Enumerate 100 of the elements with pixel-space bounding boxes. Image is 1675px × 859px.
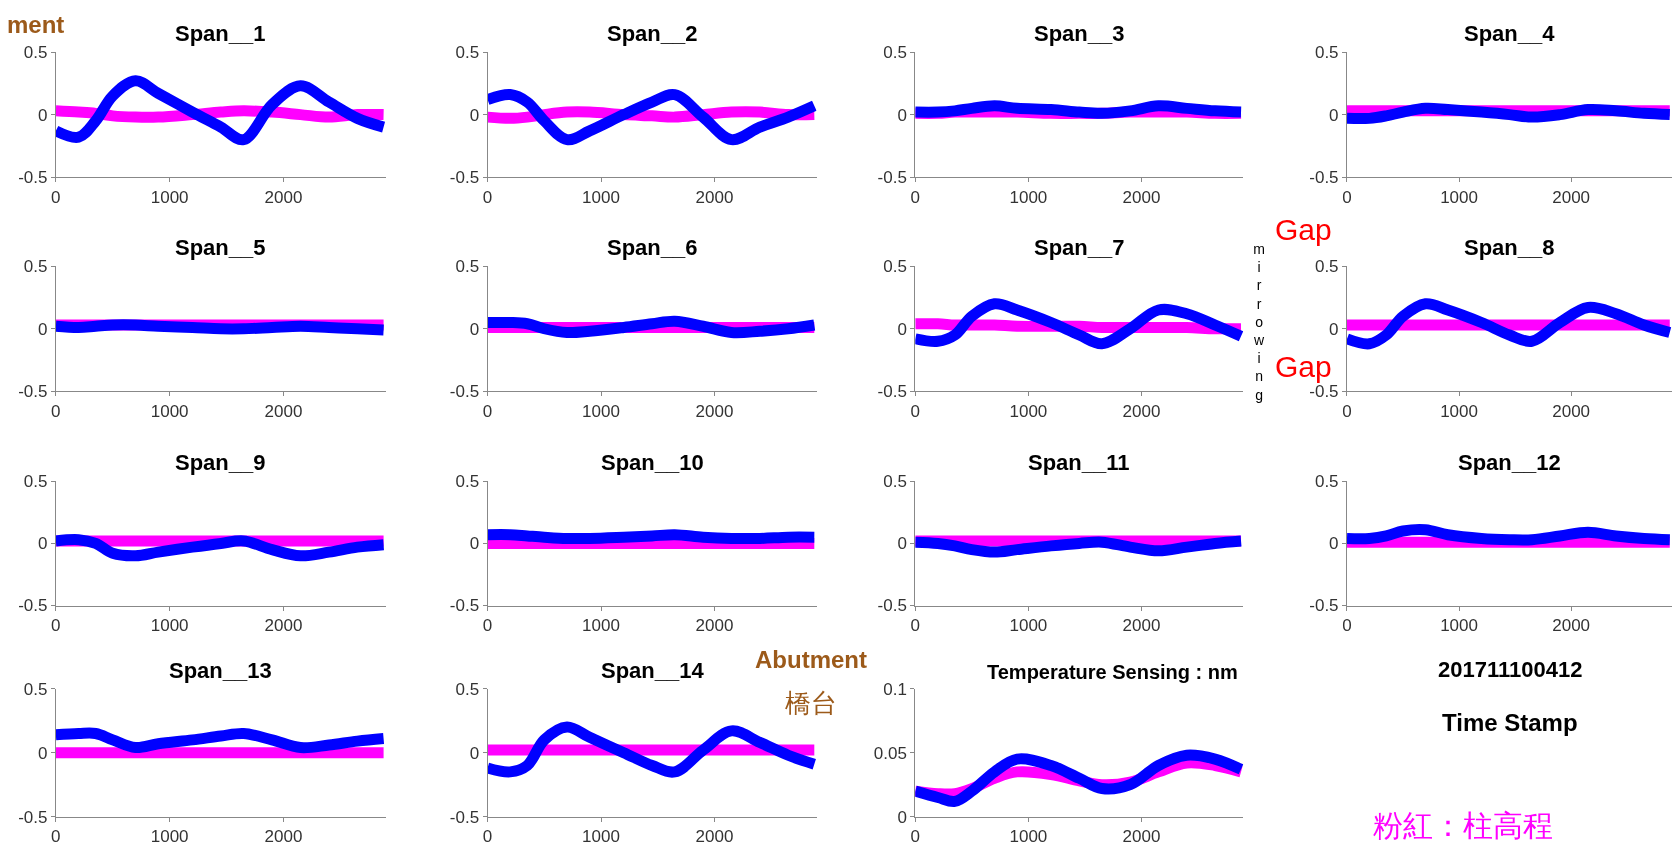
- y-tick-label: -0.5: [18, 382, 48, 402]
- text: mirrowing: [1253, 241, 1265, 403]
- x-tick-label: 1000: [150, 827, 189, 847]
- y-tick-label: 0: [469, 105, 480, 125]
- x-tick-label: 1000: [582, 827, 620, 847]
- y-tick-label: 0: [469, 534, 480, 554]
- chart-title: Span__13: [169, 658, 272, 683]
- y-tick-label: 0: [897, 534, 907, 554]
- text: Gap: [1275, 213, 1332, 246]
- x-tick-label: 1000: [150, 187, 189, 207]
- x-tick-label: 2000: [1122, 401, 1161, 421]
- annotation: 橋台: [785, 688, 837, 718]
- y-tick-label: 0.5: [883, 42, 907, 62]
- y-tick-label: 0: [1329, 319, 1339, 339]
- chart-title: Temperature Sensing : nm: [987, 661, 1238, 683]
- x-tick-label: 1000: [1440, 187, 1478, 207]
- x-tick-label: 0: [1342, 401, 1352, 421]
- y-tick-label: 0.5: [1314, 257, 1339, 277]
- x-tick-label: 2000: [264, 827, 303, 847]
- y-tick-label: -0.5: [18, 168, 48, 188]
- x-tick-label: 2000: [264, 615, 303, 635]
- y-tick-label: 0.5: [455, 257, 480, 277]
- x-tick-label: 0: [910, 401, 921, 421]
- x-tick-label: 0: [51, 401, 61, 421]
- text: Abutment: [755, 646, 867, 673]
- x-tick-label: 1000: [582, 401, 620, 421]
- y-tick-label: 0: [37, 534, 48, 554]
- y-tick-label: 0: [897, 319, 907, 339]
- x-tick-label: 2000: [695, 615, 734, 635]
- text: Time Stamp: [1442, 709, 1578, 736]
- x-tick-label: 2000: [1122, 187, 1161, 207]
- text: Gap: [1275, 350, 1332, 383]
- y-tick-label: -0.5: [1309, 382, 1339, 402]
- y-tick-label: -0.5: [877, 596, 907, 616]
- chart-title: Span__7: [1034, 235, 1125, 260]
- y-tick-label: 0: [897, 807, 907, 827]
- x-tick-label: 1000: [1009, 401, 1048, 421]
- x-tick-label: 0: [482, 187, 493, 207]
- y-tick-label: 0: [37, 743, 48, 763]
- x-tick-label: 0: [482, 615, 493, 635]
- y-tick-label: 0: [897, 105, 907, 125]
- x-tick-label: 0: [910, 827, 921, 847]
- chart-title: Span__8: [1464, 235, 1555, 260]
- x-tick-label: 2000: [695, 401, 734, 421]
- y-tick-label: -0.5: [449, 382, 480, 402]
- y-tick-label: -0.5: [449, 807, 480, 827]
- text: 201711100412: [1438, 657, 1583, 682]
- x-tick-label: 1000: [150, 401, 189, 421]
- y-tick-label: 0.5: [23, 472, 48, 492]
- x-tick-label: 1000: [150, 615, 189, 635]
- chart-title: Span__9: [175, 450, 266, 475]
- y-tick-label: 0.5: [455, 42, 480, 62]
- x-tick-label: 2000: [264, 187, 303, 207]
- y-tick-label: -0.5: [877, 382, 907, 402]
- y-tick-label: -0.5: [1309, 596, 1339, 616]
- x-tick-label: 0: [482, 827, 493, 847]
- y-tick-label: 0.5: [883, 257, 907, 277]
- y-tick-label: 0: [37, 319, 48, 339]
- chart-title: Span__6: [607, 235, 698, 260]
- x-tick-label: 0: [51, 615, 61, 635]
- y-tick-label: 0.1: [883, 679, 907, 699]
- x-tick-label: 0: [482, 401, 493, 421]
- y-tick-label: -0.5: [18, 807, 48, 827]
- chart-title: Span__5: [175, 235, 266, 260]
- y-tick-label: -0.5: [1309, 168, 1339, 188]
- y-tick-label: -0.5: [877, 168, 907, 188]
- x-tick-label: 1000: [1440, 615, 1478, 635]
- x-tick-label: 2000: [695, 187, 734, 207]
- y-tick-label: 0.5: [883, 472, 907, 492]
- chart-title: Span__14: [601, 658, 705, 683]
- y-tick-label: -0.5: [449, 168, 480, 188]
- x-tick-label: 2000: [695, 827, 734, 847]
- x-tick-label: 0: [51, 187, 61, 207]
- y-tick-label: 0: [1329, 105, 1339, 125]
- y-tick-label: 0: [37, 105, 48, 125]
- y-tick-label: 0.5: [455, 472, 480, 492]
- y-tick-label: 0.5: [23, 679, 48, 699]
- x-tick-label: 1000: [1009, 827, 1048, 847]
- chart-title: Span__2: [607, 21, 698, 46]
- x-tick-label: 2000: [1552, 187, 1591, 207]
- y-tick-label: 0: [469, 743, 480, 763]
- x-tick-label: 0: [910, 187, 921, 207]
- x-tick-label: 0: [1342, 615, 1352, 635]
- x-tick-label: 2000: [264, 401, 303, 421]
- text: ment: [7, 11, 65, 38]
- x-tick-label: 0: [1342, 187, 1352, 207]
- chart-title: Span__10: [601, 450, 704, 475]
- x-tick-label: 2000: [1122, 827, 1161, 847]
- x-tick-label: 0: [51, 827, 61, 847]
- y-tick-label: 0.5: [23, 257, 48, 277]
- chart-title: Span__4: [1464, 21, 1556, 46]
- x-tick-label: 2000: [1552, 615, 1591, 635]
- x-tick-label: 1000: [582, 615, 620, 635]
- x-tick-label: 1000: [1009, 187, 1048, 207]
- y-tick-label: 0.5: [455, 679, 480, 699]
- x-tick-label: 1000: [1009, 615, 1048, 635]
- x-tick-label: 1000: [1440, 401, 1478, 421]
- chart-title: Span__3: [1034, 21, 1125, 46]
- chart-title: Span__12: [1458, 450, 1561, 475]
- x-tick-label: 2000: [1552, 401, 1591, 421]
